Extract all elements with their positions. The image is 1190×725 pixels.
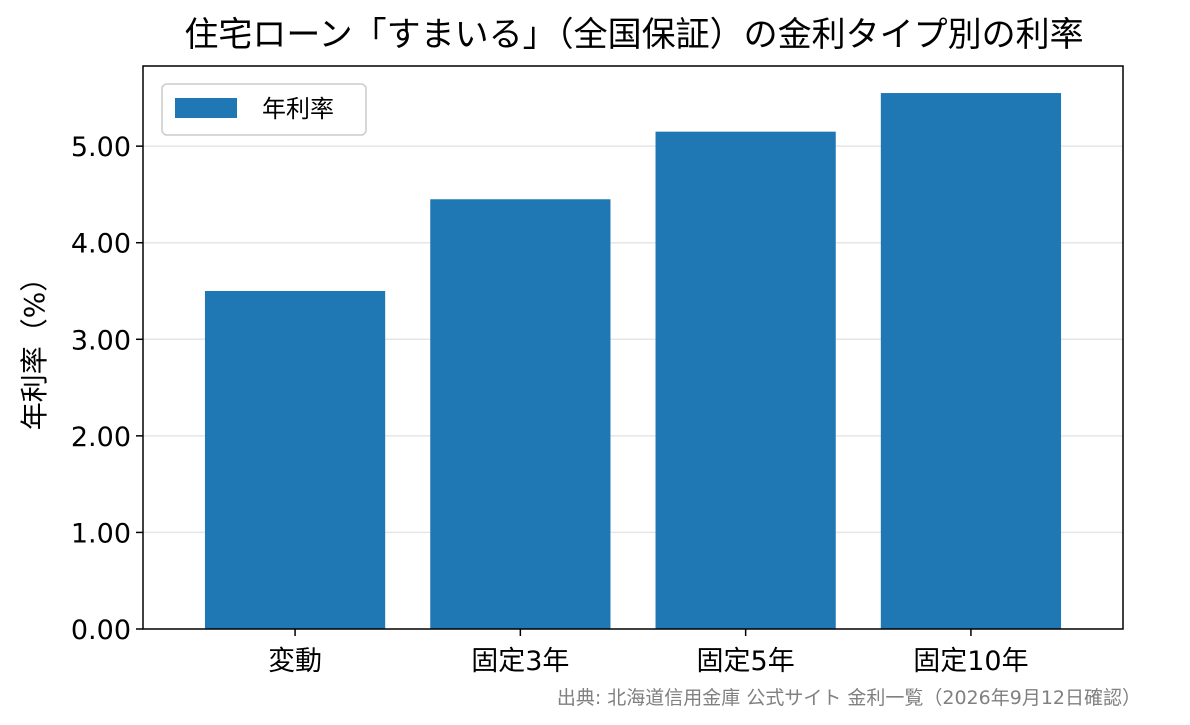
x-tick-label: 固定5年 [697, 646, 795, 677]
plot-frame [142, 65, 1124, 630]
legend: 年利率 [161, 83, 367, 136]
bar-3 [880, 93, 1062, 630]
y-axis-label: 年利率（%） [18, 264, 51, 431]
y-tick-label: 4.00 [71, 229, 131, 260]
y-tick-label: 5.00 [71, 132, 131, 163]
bar-2 [655, 131, 836, 629]
legend-box [161, 83, 367, 136]
y-tick-label: 2.00 [71, 422, 131, 453]
legend-label: 年利率 [262, 95, 334, 123]
bar-0 [204, 291, 386, 629]
x-tick-label: 固定3年 [471, 646, 569, 677]
bars [204, 93, 1062, 630]
y-tick-label: 1.00 [71, 518, 131, 549]
x-tick-label: 変動 [268, 646, 322, 677]
y-tick-label: 0.00 [71, 615, 131, 646]
bar-1 [430, 199, 611, 629]
y-axis-ticks: 0.00 1.00 2.00 3.00 4.00 5.00 [71, 132, 143, 646]
x-axis-ticks: 変動 固定3年 固定5年 固定10年 [268, 629, 1029, 677]
legend-swatch [175, 98, 237, 118]
x-tick-label: 固定10年 [913, 646, 1028, 677]
chart-title: 住宅ローン「すまいる」（全国保証）の金利タイプ別の利率 [184, 15, 1083, 55]
source-note: 出典: 北海道信用金庫 公式サイト 金利一覧（2026年9月12日確認） [557, 687, 1141, 709]
y-tick-label: 3.00 [71, 325, 131, 356]
